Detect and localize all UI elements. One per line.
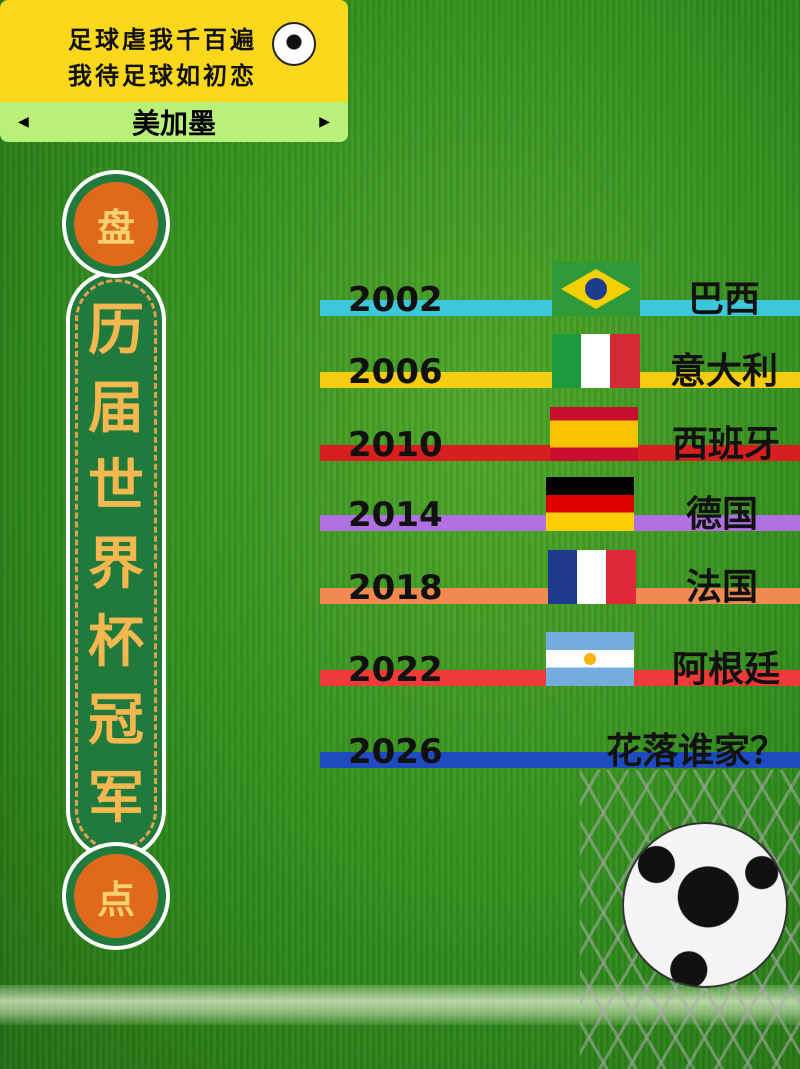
- title-char: 界: [88, 532, 144, 597]
- title-char: 冠: [88, 688, 144, 753]
- badge-text: 盘: [74, 182, 158, 266]
- year-label: 2026: [348, 732, 443, 772]
- country-label: 花落谁家？: [606, 731, 787, 772]
- argentina-flag-icon: [546, 632, 634, 686]
- next-arrow-icon[interactable]: ▶: [319, 114, 330, 130]
- title-pill: 历 届 世 界 杯 冠 军 盘 点: [62, 170, 170, 950]
- country-label: 德国: [686, 494, 759, 535]
- year-label: 2010: [348, 425, 443, 465]
- badge-text: 点: [74, 854, 158, 938]
- soccer-ball-icon: [272, 22, 316, 66]
- year-label: 2018: [348, 568, 443, 608]
- country-label: 法国: [686, 567, 759, 608]
- title-char: 军: [88, 766, 144, 831]
- title-vertical: 历 届 世 界 杯 冠 军: [66, 270, 166, 860]
- italy-flag-icon: [552, 334, 640, 388]
- soccer-ball-icon: [622, 822, 788, 988]
- title-char: 届: [88, 376, 144, 441]
- country-label: 西班牙: [672, 424, 781, 465]
- slogan-line-2: 我待足球如初恋: [68, 62, 257, 90]
- top-badge: 盘: [62, 170, 170, 278]
- title-char: 历: [88, 298, 144, 363]
- germany-flag-icon: [546, 477, 634, 531]
- bottom-badge: 点: [62, 842, 170, 950]
- year-label: 2014: [348, 495, 443, 535]
- country-label: 阿根廷: [672, 649, 781, 690]
- color-bar: [320, 752, 800, 768]
- header-banner: 足球虐我千百遍 我待足球如初恋 ◀ 美加墨 ▶: [0, 0, 348, 142]
- year-label: 2022: [348, 650, 443, 690]
- country-label: 巴西: [688, 279, 761, 320]
- title-char: 杯: [88, 610, 144, 675]
- slogan-line-1: 足球虐我千百遍: [68, 26, 257, 54]
- france-flag-icon: [548, 550, 636, 604]
- year-label: 2002: [348, 280, 443, 320]
- title-char: 世: [88, 454, 144, 519]
- brazil-flag-icon: [552, 262, 640, 316]
- spain-flag-icon: [550, 407, 638, 461]
- country-label: 意大利: [670, 351, 779, 392]
- host-label: 美加墨: [131, 107, 216, 140]
- year-label: 2006: [348, 352, 443, 392]
- prev-arrow-icon[interactable]: ◀: [18, 114, 29, 130]
